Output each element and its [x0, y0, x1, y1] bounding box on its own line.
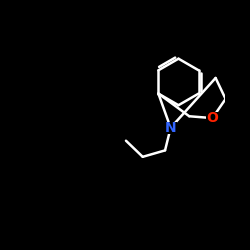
FancyBboxPatch shape [164, 122, 177, 134]
Text: N: N [165, 121, 176, 135]
FancyBboxPatch shape [206, 112, 219, 124]
Text: O: O [206, 111, 218, 125]
